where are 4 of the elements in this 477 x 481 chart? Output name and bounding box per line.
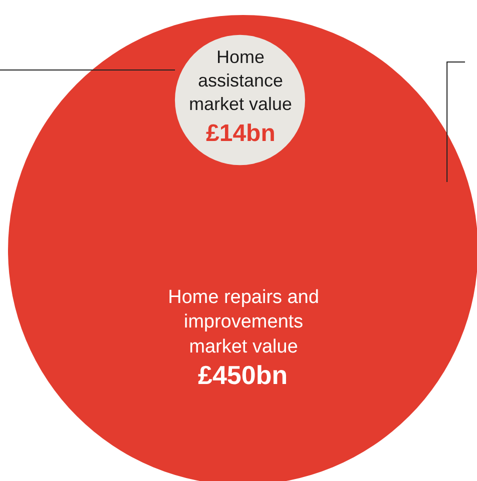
data-label: £14bn bbox=[206, 120, 276, 147]
category-label: Home repairs and improvements market value bbox=[168, 287, 320, 358]
category-label: Home assistance market value bbox=[189, 47, 292, 114]
data-label: £450bn bbox=[198, 360, 288, 390]
